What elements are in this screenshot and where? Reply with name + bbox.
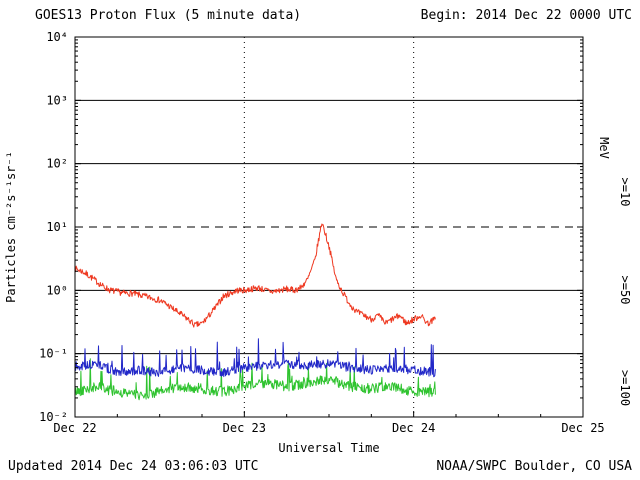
begin-time-label: Begin: 2014 Dec 22 0000 UTC [421, 8, 632, 23]
series-50mev-trace [74, 338, 436, 378]
updated-timestamp: Updated 2014 Dec 24 03:06:03 UTC [8, 459, 258, 474]
x-axis-label: Universal Time [278, 441, 379, 455]
y-axis-label: Particles cm⁻²s⁻¹sr⁻¹ [4, 151, 18, 303]
y-tick-label: 10⁰ [46, 283, 68, 297]
gridlines [75, 37, 583, 417]
chart-title: GOES13 Proton Flux (5 minute data) [35, 8, 301, 23]
x-tick-label: Dec 24 [392, 421, 435, 435]
legend-ge50-label: >=50 [618, 276, 632, 305]
x-tick-label: Dec 22 [53, 421, 96, 435]
y-tick-label: 10⁴ [46, 30, 68, 44]
axis-ticks [74, 36, 584, 418]
mev-axis-label: MeV [597, 137, 611, 159]
credit-label: NOAA/SWPC Boulder, CO USA [436, 459, 632, 474]
legend-ge100-label: >=100 [618, 370, 632, 406]
y-tick-label: 10⁻¹ [39, 347, 68, 361]
y-axis-tick-labels: 10⁴ 10³ 10² 10¹ 10⁰ 10⁻¹ 10⁻² [39, 30, 68, 424]
series-10mev-trace [74, 223, 436, 328]
x-tick-label: Dec 25 [561, 421, 604, 435]
y-tick-label: 10¹ [46, 220, 68, 234]
series-100mev-trace [74, 358, 436, 401]
data-series-layer [74, 223, 436, 401]
legend-ge10-label: >=10 [618, 178, 632, 207]
y-tick-label: 10² [46, 157, 68, 171]
x-axis-tick-labels: Dec 22 Dec 23 Dec 24 Dec 25 [53, 421, 604, 435]
y-tick-label: 10⁻² [39, 410, 68, 424]
y-tick-label: 10³ [46, 93, 68, 107]
x-tick-label: Dec 23 [223, 421, 266, 435]
